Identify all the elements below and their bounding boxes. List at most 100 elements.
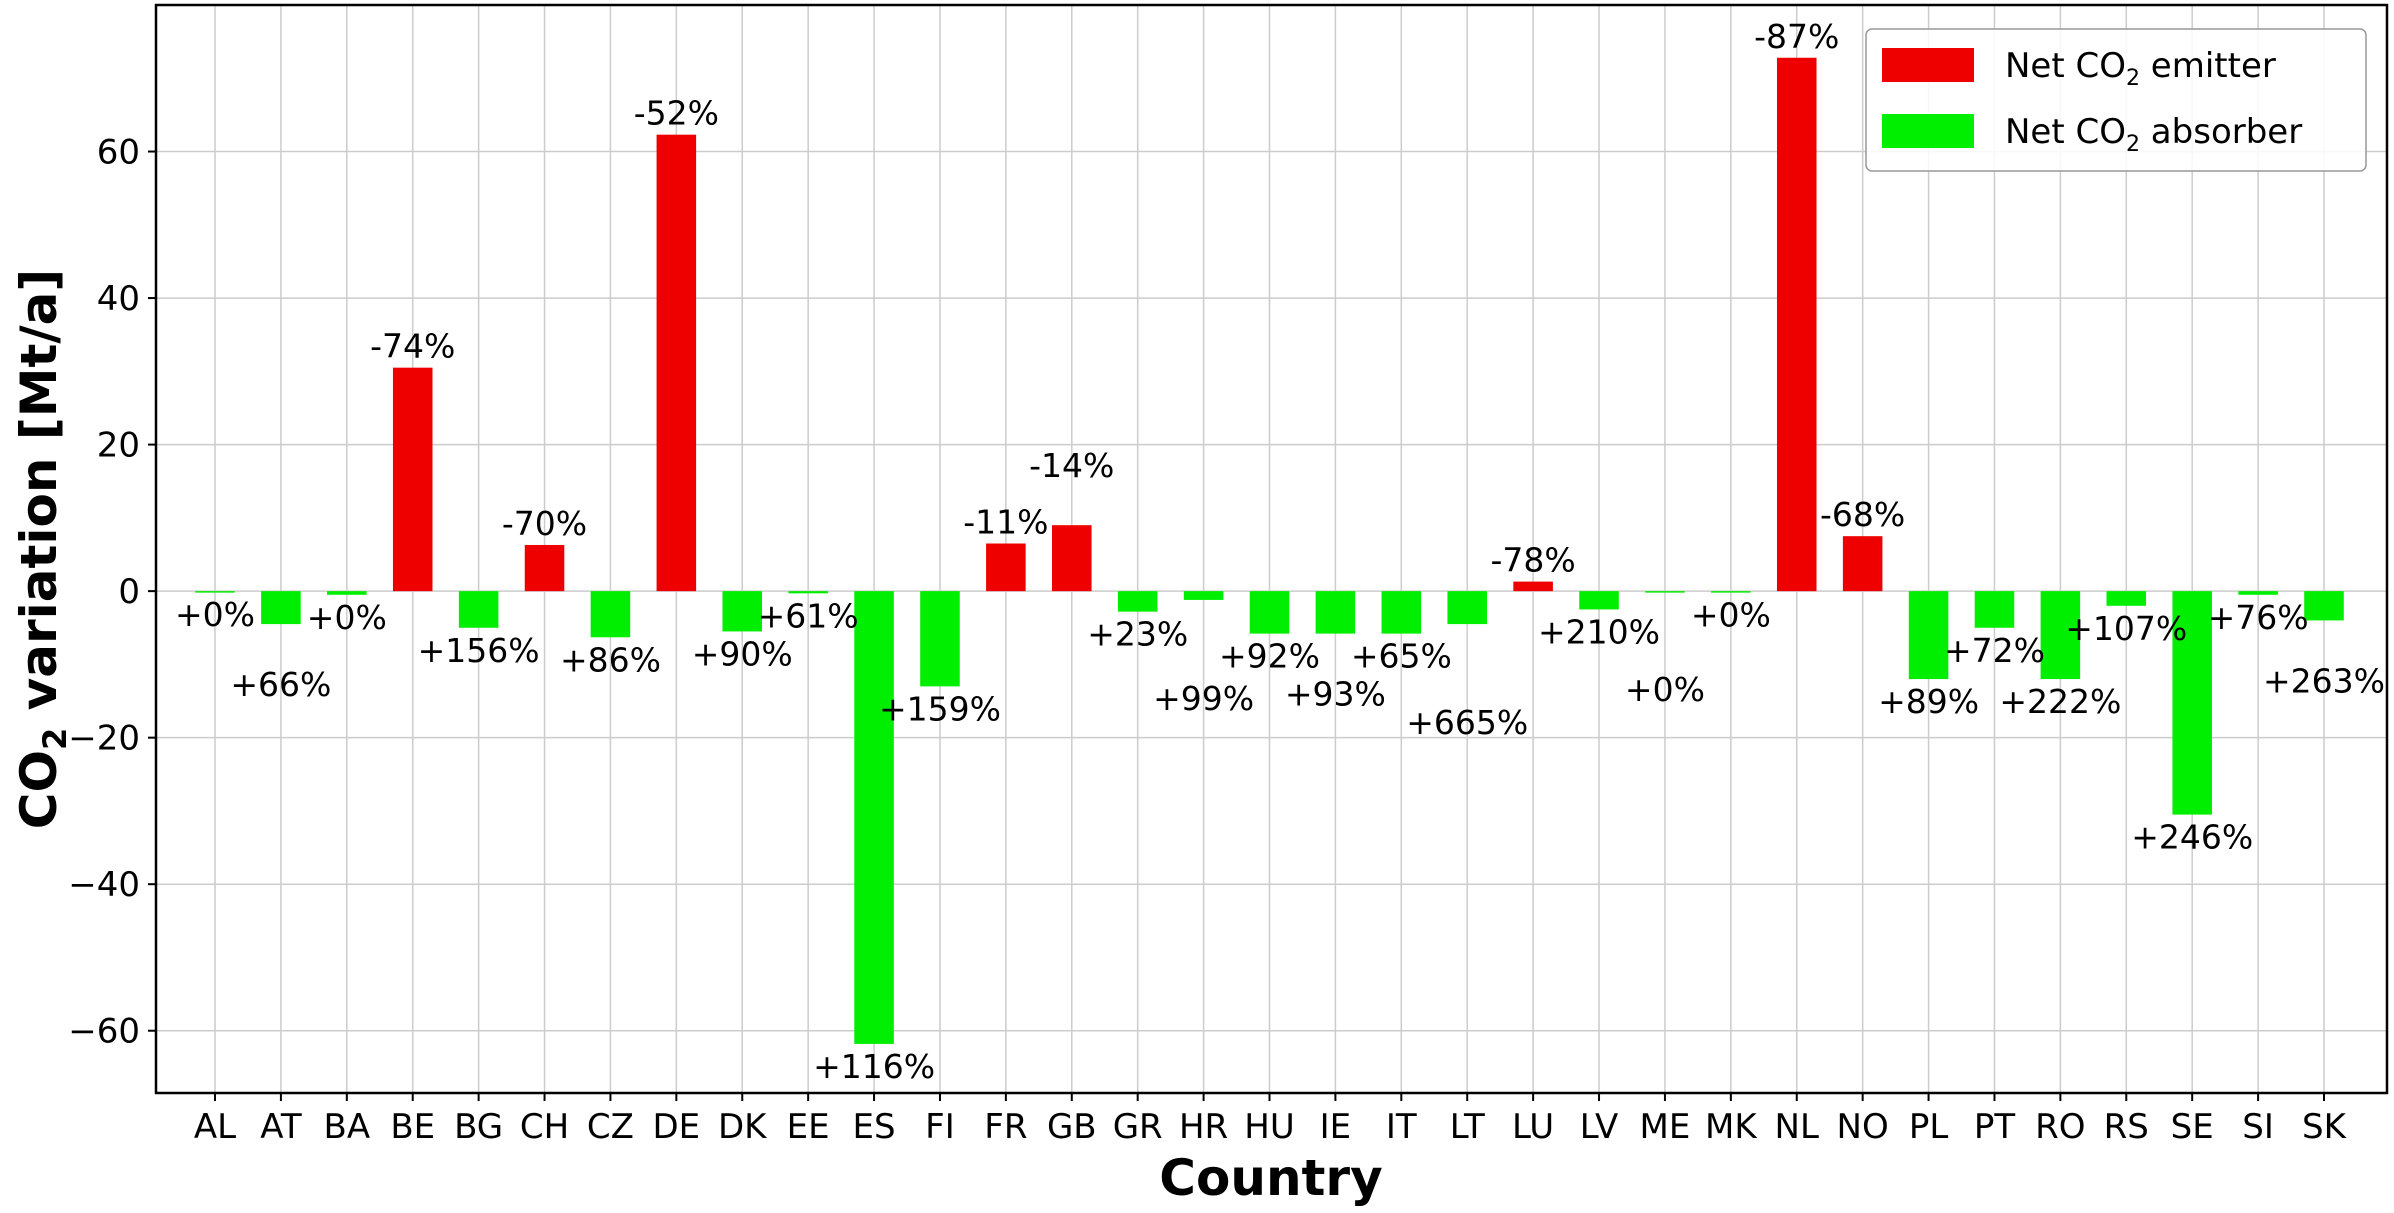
x-tick-label-EE: EE xyxy=(787,1107,830,1147)
x-tick-label-FR: FR xyxy=(984,1107,1027,1147)
x-tick-label-SE: SE xyxy=(2171,1107,2214,1147)
data-label-BA: +0% xyxy=(307,598,387,637)
data-label-RO: +222% xyxy=(1999,682,2121,721)
bar-AL xyxy=(195,591,235,593)
x-tick-label-CH: CH xyxy=(520,1107,569,1147)
data-label-ME: +0% xyxy=(1625,670,1705,709)
x-tick-label-PT: PT xyxy=(1974,1107,2016,1147)
bar-NO xyxy=(1842,536,1883,592)
bar-IT xyxy=(1381,591,1422,634)
x-tick-label-IE: IE xyxy=(1320,1107,1352,1147)
y-tick-label: 20 xyxy=(97,426,140,466)
bar-HR xyxy=(1183,591,1224,600)
data-label-NO: -68% xyxy=(1820,495,1905,534)
bar-ES xyxy=(854,591,894,1044)
y-axis-label: CO2 variation [Mt/a] xyxy=(10,269,74,830)
bar-DE xyxy=(656,134,697,592)
data-label-HU: +92% xyxy=(1219,637,1320,676)
x-tick-label-PL: PL xyxy=(1909,1107,1949,1147)
data-label-HR: +99% xyxy=(1153,679,1254,718)
legend-label-absorber: Net CO2 absorber xyxy=(2005,112,2302,157)
bar-IE xyxy=(1315,591,1356,634)
x-tick-label-ME: ME xyxy=(1640,1107,1691,1147)
bar-SE xyxy=(2172,591,2212,815)
x-tick-label-CZ: CZ xyxy=(587,1107,634,1147)
data-label-RS: +107% xyxy=(2065,609,2187,648)
bar-BA xyxy=(327,591,367,595)
data-label-BG: +156% xyxy=(418,631,540,670)
x-tick-label-GB: GB xyxy=(1047,1107,1097,1147)
data-label-SE: +246% xyxy=(2131,818,2253,857)
x-tick-label-IT: IT xyxy=(1386,1107,1417,1147)
x-tick-label-HU: HU xyxy=(1244,1107,1294,1147)
x-tick-label-AL: AL xyxy=(194,1107,236,1147)
data-label-AL: +0% xyxy=(175,595,255,634)
bar-BG xyxy=(458,591,499,628)
x-tick-label-SI: SI xyxy=(2242,1107,2274,1147)
data-label-LT: +665% xyxy=(1406,703,1528,742)
data-label-IE: +93% xyxy=(1285,675,1386,714)
data-label-LU: -78% xyxy=(1490,541,1575,580)
x-tick-label-BA: BA xyxy=(324,1107,371,1147)
y-tick-label: −60 xyxy=(68,1012,140,1052)
bar-SK xyxy=(2304,591,2344,621)
data-label-BE: -74% xyxy=(370,327,455,366)
data-label-AT: +66% xyxy=(230,665,331,704)
x-axis-label: Country xyxy=(1159,1149,1382,1207)
legend-label-emitter: Net CO2 emitter xyxy=(2005,46,2276,91)
bar-SI xyxy=(2238,591,2278,595)
x-tick-label-BG: BG xyxy=(454,1107,503,1147)
legend-box xyxy=(1865,28,2367,172)
data-label-EE: +61% xyxy=(758,596,859,635)
data-label-ES: +116% xyxy=(813,1047,935,1086)
y-tick-label: 0 xyxy=(118,572,140,612)
data-label-FI: +159% xyxy=(879,689,1001,728)
data-label-NL: -87% xyxy=(1754,17,1839,56)
bar-FR xyxy=(986,543,1026,592)
x-tick-label-NL: NL xyxy=(1775,1107,1819,1147)
x-tick-label-LV: LV xyxy=(1580,1107,1618,1147)
x-tick-label-GR: GR xyxy=(1113,1107,1163,1147)
x-tick-label-LU: LU xyxy=(1512,1107,1554,1147)
x-tick-label-RS: RS xyxy=(2104,1107,2149,1147)
data-label-IT: +65% xyxy=(1351,637,1452,676)
bar-FI xyxy=(920,591,960,687)
bar-GB xyxy=(1052,525,1092,592)
data-labels: +0% +66% +0% -74% +156% -70% +86% -52% +90%+61% +… xyxy=(175,17,2385,1086)
bar-DK xyxy=(722,591,763,632)
data-label-FR: -11% xyxy=(963,503,1048,542)
y-tick-label: 60 xyxy=(97,133,140,173)
bar-EE xyxy=(788,591,828,594)
bars xyxy=(195,57,2344,1044)
bar-CH xyxy=(524,544,565,592)
data-label-PT: +72% xyxy=(1944,631,2045,670)
bar-ME xyxy=(1645,591,1685,593)
y-tick-label: −40 xyxy=(68,865,140,905)
x-tick-label-RO: RO xyxy=(2035,1107,2085,1147)
x-tick-label-MK: MK xyxy=(1705,1107,1758,1147)
bar-GR xyxy=(1117,591,1158,612)
plot-frame xyxy=(154,3,2389,1095)
bar-RS xyxy=(2106,591,2147,606)
bar-LT xyxy=(1447,591,1487,625)
y-axis-ticks: −60 −40 −20 0 20 40 60 xyxy=(68,133,156,1052)
data-label-LV: +210% xyxy=(1538,612,1660,651)
bar-LU xyxy=(1513,581,1553,592)
x-tick-label-DE: DE xyxy=(653,1107,701,1147)
bar-AT xyxy=(261,591,301,625)
bar-LV xyxy=(1579,591,1619,610)
x-tick-label-DK: DK xyxy=(718,1107,768,1147)
bar-PL xyxy=(1908,591,1949,680)
x-tick-label-ES: ES xyxy=(853,1107,896,1147)
x-tick-label-SK: SK xyxy=(2302,1107,2348,1147)
legend-swatch-emitter xyxy=(1882,48,1974,82)
data-label-CH: -70% xyxy=(502,504,587,543)
x-tick-label-HR: HR xyxy=(1179,1107,1228,1147)
x-tick-label-NO: NO xyxy=(1837,1107,1889,1147)
data-label-DK: +90% xyxy=(692,634,793,673)
x-tick-label-AT: AT xyxy=(260,1107,302,1147)
bar-NL xyxy=(1776,57,1817,592)
data-label-MK: +0% xyxy=(1691,596,1771,635)
y-tick-label: −20 xyxy=(68,719,140,759)
